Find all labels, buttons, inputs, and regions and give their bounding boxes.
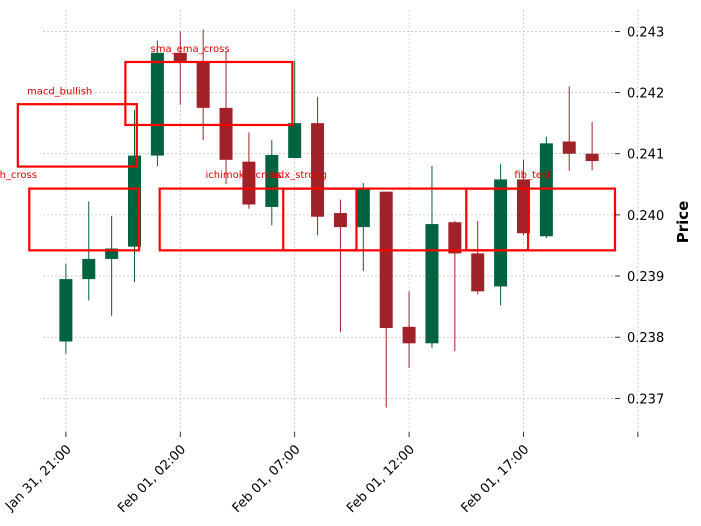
- y-tick-label: 0.240: [627, 209, 664, 224]
- signal-zones: macd_bullish sma_ema_cross stoch_cross ichi…: [0, 44, 617, 252]
- candle-body: [494, 179, 508, 287]
- y-tick-label: 0.241: [627, 148, 664, 163]
- zone-box: [28, 187, 141, 252]
- candle-body: [196, 61, 210, 108]
- candle: [173, 31, 187, 105]
- candle: [288, 60, 302, 159]
- x-tick-label: Feb 01, 17:00: [458, 442, 532, 516]
- y-tick-label: 0.242: [627, 87, 664, 102]
- zone-label: macd_bullish: [27, 86, 92, 97]
- candle-body: [288, 123, 302, 159]
- candle-body: [242, 161, 256, 205]
- zone-label: ichimoku_cross: [205, 170, 281, 181]
- zone-box: [158, 187, 358, 252]
- y-tick-label: 0.237: [627, 392, 664, 407]
- candle-body: [82, 258, 96, 280]
- candle-body: [173, 52, 187, 62]
- zone-label: stoch_cross: [0, 170, 37, 181]
- candle: [59, 263, 73, 354]
- candle: [425, 165, 439, 348]
- candle-body: [265, 154, 279, 207]
- candle-body: [425, 224, 439, 344]
- candle: [311, 96, 325, 236]
- candle-body: [128, 155, 142, 247]
- y-tick-label: 0.238: [627, 331, 664, 346]
- candle-body: [471, 253, 485, 292]
- y-tick-label: 0.243: [627, 25, 664, 40]
- candle: [356, 183, 370, 272]
- candle: [494, 164, 508, 306]
- zone-label: sma_ema_cross: [151, 44, 230, 55]
- candle-body: [356, 188, 370, 228]
- candle: [379, 191, 393, 408]
- candle: [333, 199, 347, 333]
- candle: [219, 51, 233, 185]
- candle-body: [59, 279, 73, 342]
- candle-body: [448, 222, 462, 254]
- candle-body: [105, 248, 119, 259]
- candle: [196, 29, 210, 141]
- candle: [128, 109, 142, 283]
- candle-body: [562, 141, 576, 154]
- candle: [150, 40, 164, 166]
- zone-box: [282, 187, 530, 252]
- candle: [516, 159, 530, 236]
- candle: [539, 136, 553, 239]
- zone-box: [16, 103, 138, 168]
- candle-body: [585, 153, 599, 162]
- y-axis-label: Price: [674, 201, 692, 244]
- candle: [402, 291, 416, 368]
- candle: [471, 221, 485, 295]
- candle-body: [539, 143, 553, 237]
- candle: [105, 216, 119, 316]
- zone-label: adx_strong: [272, 170, 327, 181]
- y-tick-label: 0.239: [627, 270, 664, 285]
- candle-body: [402, 326, 416, 344]
- zone-label: fib_test: [514, 170, 551, 181]
- axes: 0.237 0.238 0.239 0.240 0.241 0.242 0.243 Jan 3…: [2, 25, 664, 516]
- candle-body: [311, 123, 325, 217]
- candle-body: [333, 213, 347, 228]
- candle: [585, 121, 599, 171]
- candle: [562, 86, 576, 171]
- candle: [448, 221, 462, 352]
- candle: [242, 132, 256, 209]
- candle: [265, 140, 279, 226]
- x-tick-label: Feb 01, 07:00: [230, 442, 304, 516]
- candle-body: [516, 179, 530, 234]
- x-tick-label: Feb 01, 02:00: [115, 442, 189, 516]
- candle-body: [219, 107, 233, 160]
- x-tick-label: Jan 31, 21:00: [2, 442, 74, 514]
- zone-box: [124, 60, 294, 127]
- candle-body: [379, 191, 393, 329]
- zone-box: [465, 187, 617, 252]
- candle-body: [150, 52, 164, 156]
- candles: [59, 29, 599, 408]
- x-tick-label: Feb 01, 12:00: [344, 442, 418, 516]
